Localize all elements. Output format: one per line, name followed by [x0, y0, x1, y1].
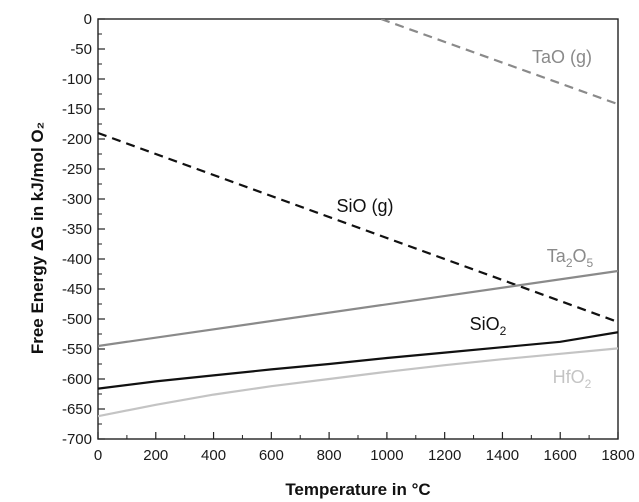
y-tick-label: -450 [62, 281, 92, 298]
y-tick-label: -400 [62, 251, 92, 268]
y-tick-label: -250 [62, 161, 92, 178]
series-label-part: TaO (g) [532, 47, 592, 67]
y-tick-label: -50 [70, 41, 92, 58]
y-tick-label: -650 [62, 401, 92, 418]
x-tick-label: 1800 [601, 447, 634, 464]
x-tick-label: 600 [259, 447, 284, 464]
series-label-part: SiO (g) [336, 196, 393, 216]
series-label-sio: SiO (g) [336, 196, 393, 216]
y-tick-label: -200 [62, 131, 92, 148]
series-label-sio2: SiO2 [470, 314, 507, 338]
y-tick-label: -550 [62, 341, 92, 358]
series-line-ta2o5 [98, 269, 618, 348]
ticks-layer: 0 200 400 600 800 1000 1200 1400 1600 1800 0 -50 -10… [62, 11, 635, 464]
x-tick-label: 1600 [544, 447, 577, 464]
y-tick-label: -300 [62, 191, 92, 208]
series-line-sio2 [98, 331, 618, 390]
series-label-part: 2 [500, 324, 507, 338]
x-tick-label: 1000 [370, 447, 403, 464]
series-label-part: Ta [547, 246, 567, 266]
x-tick-label: 400 [201, 447, 226, 464]
series-label-part: SiO [470, 314, 500, 334]
series-label-hfo2: HfO2 [553, 367, 592, 391]
series-line-hfo2 [98, 347, 618, 418]
x-tick-label: 200 [143, 447, 168, 464]
x-tick-label: 800 [317, 447, 342, 464]
series-layer [98, 19, 618, 418]
series-line-sio [98, 131, 618, 324]
y-tick-label: -350 [62, 221, 92, 238]
x-tick-label: 1400 [486, 447, 519, 464]
series-label-part: O [573, 246, 587, 266]
y-tick-label: -700 [62, 431, 92, 448]
y-tick-label: 0 [84, 11, 92, 28]
y-tick-label: -500 [62, 311, 92, 328]
series-label-part: 2 [566, 256, 573, 270]
series-label-part: 5 [587, 256, 594, 270]
series-line-tao [380, 19, 618, 106]
series-label-part: HfO [553, 367, 585, 387]
series-label-part: 2 [585, 377, 592, 391]
y-tick-label: -600 [62, 371, 92, 388]
x-tick-label: 0 [94, 447, 102, 464]
series-label-tao: TaO (g) [532, 47, 592, 67]
y-axis-title: Free Energy ΔG in kJ/mol O₂ [28, 122, 47, 354]
y-tick-label: -100 [62, 71, 92, 88]
x-tick-label: 1200 [428, 447, 461, 464]
series-label-ta2o5: Ta2O5 [547, 246, 594, 270]
x-axis-title: Temperature in °C [285, 480, 430, 499]
y-tick-label: -150 [62, 101, 92, 118]
